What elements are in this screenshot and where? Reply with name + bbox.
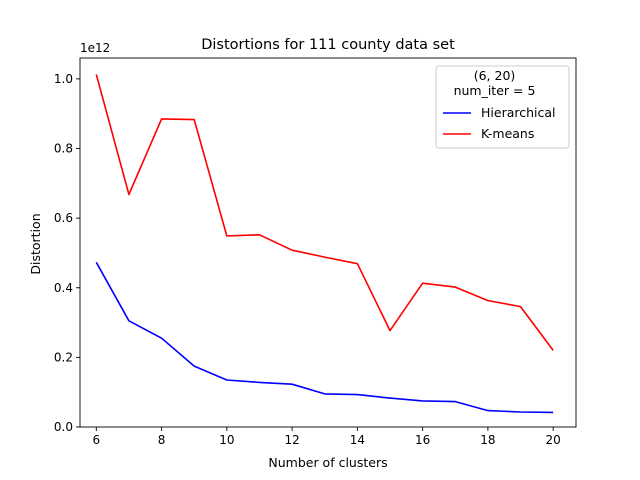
plot-area: 6 8 10 12 14 16 18 20 0.0 0.2 0.4 0.6 0.8 1.0 [54,57,577,447]
x-tick-label: 8 [158,433,166,447]
x-tick-label: 10 [219,433,234,447]
y-offset-label: 1e12 [80,41,110,55]
y-tick-label: 0.0 [54,420,73,434]
x-tick-label: 12 [284,433,299,447]
y-tick-label: 0.8 [54,142,73,156]
series-line-k-means [95,74,554,351]
legend-box [435,65,570,149]
plot-frame [79,57,577,428]
y-tick-label: 1.0 [54,72,73,86]
legend-title-line: (6, 20) [474,68,516,83]
chart-title: Distortions for 111 county data set [201,37,455,53]
y-axis-label: Distortion [28,213,43,274]
legend-entry-label: K-means [481,126,534,141]
series-line-hierarchical [95,261,554,414]
legend-title-line: num_iter = 5 [454,83,536,98]
x-axis-label: Number of clusters [268,455,387,470]
y-tick-label: 0.4 [54,281,73,295]
x-tick-label: 20 [546,433,561,447]
legend-entry-label: Hierarchical [481,105,556,120]
y-tick-label: 0.2 [54,350,73,364]
x-tick-label: 16 [415,433,430,447]
x-tick-label: 14 [350,433,365,447]
x-tick-label: 6 [92,433,100,447]
x-tick-label: 18 [480,433,495,447]
legend: (6, 20)num_iter = 5 Hierarchical K-means [435,65,570,149]
y-tick-label: 0.6 [54,211,73,225]
